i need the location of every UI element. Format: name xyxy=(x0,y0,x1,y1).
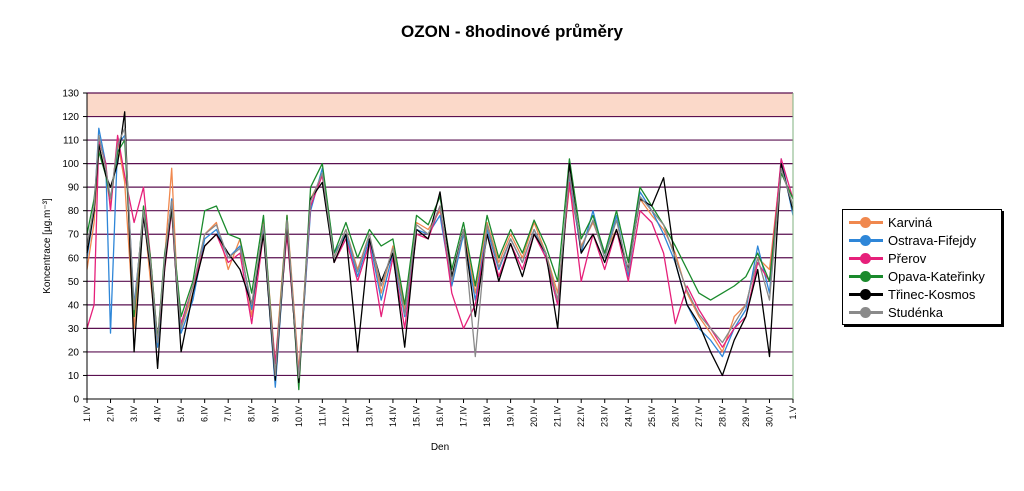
legend: Karviná Ostrava-Fifejdy Přerov Opava-Kateři… xyxy=(842,209,1002,325)
legend-label: Třinec-Kosmos xyxy=(888,287,976,302)
legend-label: Přerov xyxy=(888,251,927,266)
y-tick-label: 60 xyxy=(68,253,80,264)
legend-swatch xyxy=(847,286,885,303)
legend-item-4: Opava-Kateřinky xyxy=(847,268,985,285)
y-tick-label: 30 xyxy=(68,324,80,335)
series-line-6 xyxy=(86,127,794,379)
y-tick-label: 10 xyxy=(68,371,80,382)
x-tick-label: 25.IV xyxy=(647,406,657,427)
x-tick-label: 28.IV xyxy=(717,406,727,427)
y-tick-label: 80 xyxy=(68,206,80,217)
legend-item-5: Třinec-Kosmos xyxy=(847,286,975,303)
x-tick-label: 18.IV xyxy=(482,406,492,427)
y-tick-label: 120 xyxy=(62,112,79,123)
y-tick-label: 90 xyxy=(68,183,80,194)
x-tick-label: 23.IV xyxy=(600,406,610,427)
x-tick-label: 13.IV xyxy=(364,406,374,427)
x-tick-label: 1.V xyxy=(788,406,798,420)
x-tick-label: 16.IV xyxy=(435,406,445,427)
threshold-band xyxy=(87,93,793,117)
x-tick-label: 9.IV xyxy=(270,406,280,422)
x-tick-label: 26.IV xyxy=(670,406,680,427)
y-tick-label: 100 xyxy=(62,159,79,170)
series-lines xyxy=(86,111,794,391)
legend-swatch xyxy=(847,232,885,249)
x-tick-label: 27.IV xyxy=(694,406,704,427)
legend-swatch xyxy=(847,214,885,231)
legend-swatch xyxy=(847,304,885,321)
y-tick-label: 0 xyxy=(73,395,79,406)
legend-swatch xyxy=(847,268,885,285)
x-tick-label: 29.IV xyxy=(741,406,751,427)
x-axis-label: Den xyxy=(431,442,449,453)
x-tick-label: 21.IV xyxy=(553,406,563,427)
x-tick-label: 19.IV xyxy=(506,406,516,427)
x-tick-label: 10.IV xyxy=(294,406,304,427)
series-line-3 xyxy=(86,134,794,377)
series-line-1 xyxy=(86,139,794,372)
x-tick-label: 3.IV xyxy=(129,406,139,422)
legend-label: Karviná xyxy=(888,215,933,230)
legend-item-6: Studénka xyxy=(847,304,943,321)
y-tick-label: 110 xyxy=(63,136,79,147)
x-tick-label: 8.IV xyxy=(247,406,257,422)
legend-item-1: Karviná xyxy=(847,214,932,231)
legend-label: Opava-Kateřinky xyxy=(888,269,985,284)
x-tick-label: 20.IV xyxy=(529,406,539,427)
legend-swatch xyxy=(847,250,885,267)
y-tick-labels: 0 10 20 30 40 50 60 70 80 90 100 110 120 130 xyxy=(62,89,79,406)
threshold-band-layer xyxy=(87,93,793,117)
x-tick-label: 30.IV xyxy=(765,406,775,427)
y-tick-label: 20 xyxy=(68,347,80,358)
x-tick-label: 2.IV xyxy=(106,406,116,422)
legend-label: Ostrava-Fifejdy xyxy=(888,233,977,248)
series-line-5 xyxy=(86,111,794,384)
x-tick-label: 12.IV xyxy=(341,406,351,427)
chart-title: OZON - 8hodinové průměry xyxy=(401,22,623,41)
y-axis-label: Koncentrace [µg.m⁻³] xyxy=(42,198,53,294)
x-tick-label: 14.IV xyxy=(388,406,398,427)
x-tick-label: 11.IV xyxy=(317,406,327,426)
x-tick-label: 4.IV xyxy=(153,406,163,422)
x-tick-labels: 1.IV 2.IV 3.IV 4.IV 5.IV 6.IV 7.IV 8.IV 9.IV 10.I… xyxy=(82,406,798,427)
y-tick-label: 40 xyxy=(68,300,80,311)
legend-item-2: Ostrava-Fifejdy xyxy=(847,232,976,249)
x-tick-label: 22.IV xyxy=(576,406,586,427)
y-tick-label: 130 xyxy=(62,89,79,100)
y-tick-label: 70 xyxy=(68,230,80,241)
x-tick-label: 6.IV xyxy=(200,406,210,422)
x-tick-label: 5.IV xyxy=(176,406,186,422)
gridlines xyxy=(87,92,793,377)
legend-label: Studénka xyxy=(888,305,943,320)
x-tick-label: 15.IV xyxy=(412,406,422,427)
x-tick-label: 7.IV xyxy=(223,406,233,422)
y-tick-label: 50 xyxy=(68,277,80,288)
x-tick-label: 24.IV xyxy=(623,406,633,427)
legend-item-3: Přerov xyxy=(847,250,926,267)
axes xyxy=(83,92,794,403)
x-tick-label: 17.IV xyxy=(459,406,469,427)
x-tick-label: 1.IV xyxy=(82,406,92,422)
